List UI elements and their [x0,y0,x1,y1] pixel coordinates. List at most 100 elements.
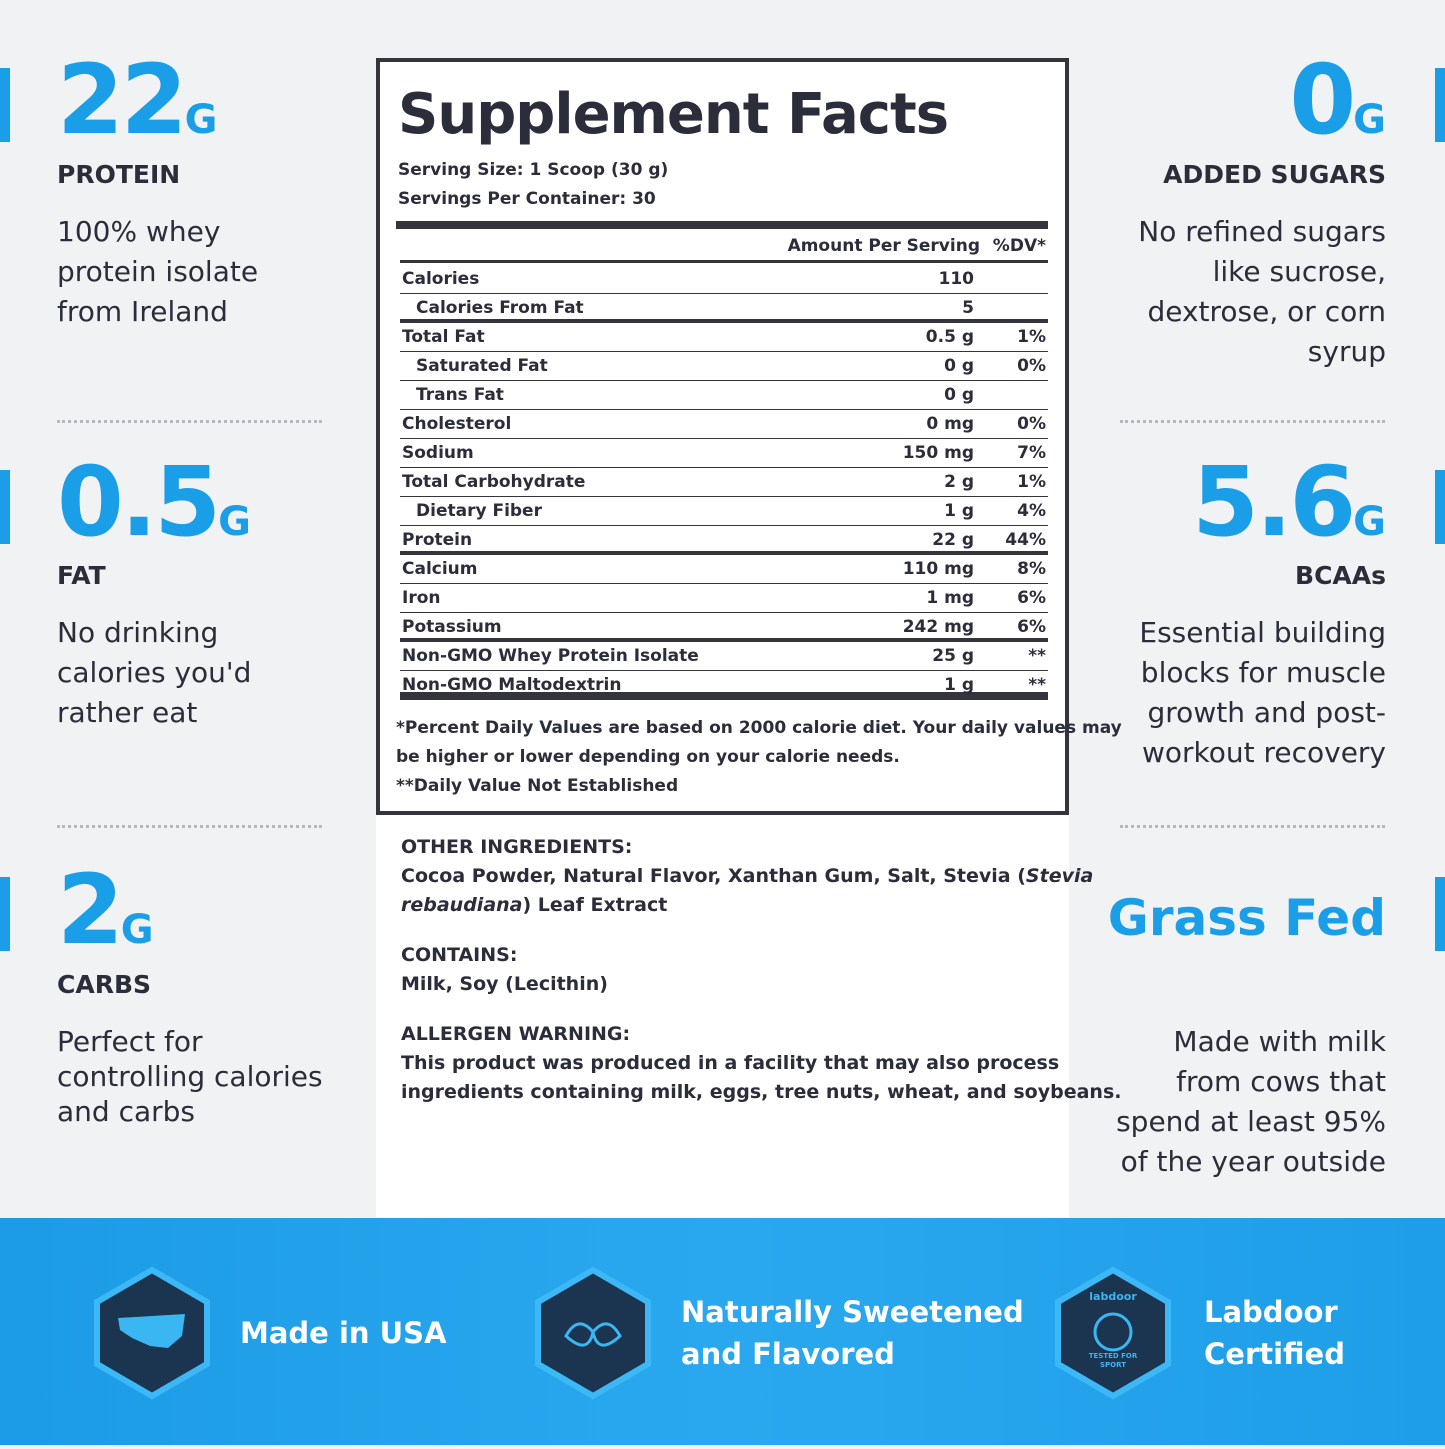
stat-desc: of the year outside [1120,1145,1386,1178]
nutrient-amount: 110 [938,269,975,289]
badge-text: Certified [1204,1337,1345,1371]
stat-desc: 100% whey [57,215,221,248]
edge-bar [0,470,10,544]
stat-desc: blocks for muscle [1140,656,1386,689]
stat-number: 2 [57,854,124,966]
nutrient-name: Non-GMO Maltodextrin [402,675,622,695]
facts-title: Supplement Facts [398,82,949,147]
facts-row: Protein 22 g 44% [400,526,1048,555]
nutrient-amount: 110 mg [902,559,974,579]
stat-desc: controlling calories [57,1060,323,1093]
facts-row: Calories 110 [400,265,1048,294]
stat-number: 5.6 [1192,446,1356,558]
nutrient-name: Non-GMO Whey Protein Isolate [402,646,699,666]
facts-row: Calories From Fat 5 [400,294,1048,323]
stat-desc: No refined sugars [1138,215,1386,248]
nutrient-dv: 0% [1017,414,1046,434]
stat-desc: Essential building [1139,616,1386,649]
header-dv: %DV* [992,236,1046,256]
stat-desc: from Ireland [57,295,228,328]
stat-value: 22G [57,50,217,170]
ingredients-panel: OTHER INGREDIENTS: Cocoa Powder, Natural … [376,815,1121,1218]
facts-row: Cholesterol 0 mg 0% [400,410,1048,439]
nutrient-dv: 4% [1017,501,1046,521]
nutrient-dv: 44% [1005,530,1046,550]
stat-desc: Made with milk [1173,1025,1386,1058]
ingredient-text: Stevia [1025,865,1094,887]
edge-bar [1435,470,1445,544]
footnote: **Daily Value Not Established [396,776,679,796]
ingredient-text: ingredients containing milk, eggs, tree … [401,1081,1122,1103]
nutrient-dv: 1% [1017,327,1046,347]
footnote: be higher or lower depending on your cal… [396,747,900,767]
bottom-band: Made in USA Naturally Sweetened and Flavor… [0,1218,1445,1445]
edge-bar [0,68,10,142]
nutrient-dv: 6% [1017,617,1046,637]
nutrient-name: Total Carbohydrate [402,472,586,492]
nutrient-amount: 22 g [932,530,974,550]
nutrient-amount: 1 mg [926,588,974,608]
stat-desc: Perfect for [57,1025,203,1058]
nutrient-name: Cholesterol [402,414,512,434]
nutrient-name: Protein [402,530,473,550]
stat-desc: rather eat [57,696,198,729]
nutrient-dv: 0% [1017,356,1046,376]
ingredient-text: ) Leaf Extract [522,894,668,916]
stat-label: PROTEIN [57,160,181,189]
nutrient-name: Trans Fat [416,385,504,405]
ingredient-line: This product was produced in a facility … [401,1049,1059,1078]
facts-row: Non-GMO Maltodextrin 1 g ** [400,671,1048,700]
stat-desc: dextrose, or corn [1147,295,1386,328]
stat-desc: growth and post- [1147,696,1386,729]
ingredient-line: Milk, Soy (Lecithin) [401,970,608,999]
stat-desc: protein isolate [57,255,259,288]
facts-row: Trans Fat 0 g [400,381,1048,410]
facts-row: Potassium 242 mg 6% [400,613,1048,642]
stat-desc: and carbs [57,1095,196,1128]
badge-icons [94,1266,1171,1400]
nutrient-amount: 25 g [932,646,974,666]
facts-row: Iron 1 mg 6% [400,584,1048,613]
rule [396,221,1048,229]
nutrient-dv: 7% [1017,443,1046,463]
ingredient-text: Cocoa Powder, Natural Flavor, Xanthan Gu… [401,865,1026,887]
facts-row: Saturated Fat 0 g 0% [400,352,1048,381]
stat-unit: G [1353,97,1386,143]
facts-row: Total Carbohydrate 2 g 1% [400,468,1048,497]
facts-row: Sodium 150 mg 7% [400,439,1048,468]
nutrient-amount: 0 mg [926,414,974,434]
nutrient-amount: 1 g [944,501,974,521]
stat-number: 0.5 [57,446,221,558]
divider [1120,825,1385,828]
badge-text: Labdoor [1204,1295,1338,1329]
nutrient-name: Dietary Fiber [416,501,542,521]
ingredient-text: This product was produced in a facility … [401,1052,1060,1074]
edge-bar [1435,68,1445,142]
stat-value: 5.6G [1192,452,1386,572]
badge-text: Made in USA [240,1316,447,1350]
nutrient-amount: 2 g [944,472,974,492]
ingredient-line: ingredients containing milk, eggs, tree … [401,1078,1121,1107]
stat-label: CARBS [57,970,152,999]
ingredient-line: Cocoa Powder, Natural Flavor, Xanthan Gu… [401,862,1093,891]
nutrient-amount: 5 [962,298,974,318]
nutrient-dv: ** [1028,675,1046,695]
facts-row: Total Fat 0.5 g 1% [400,323,1048,352]
badge-text: Naturally Sweetened [681,1295,1024,1329]
stat-number: 0 [1289,44,1356,156]
nutrient-amount: 0 g [944,385,974,405]
nutrient-name: Calories From Fat [416,298,584,318]
stat-label: ADDED SUGARS [1163,160,1386,189]
stat-desc: syrup [1307,335,1386,368]
header-amount: Amount Per Serving [787,236,980,256]
stat-desc: like sucrose, [1212,255,1386,288]
nutrient-amount: 150 mg [902,443,974,463]
stat-number: Grass Fed [1107,889,1386,947]
nutrient-dv: ** [1028,646,1046,666]
ingredient-heading: OTHER INGREDIENTS: [401,836,633,858]
ingredient-heading: CONTAINS: [401,944,518,966]
nutrient-name: Total Fat [402,327,485,347]
nutrient-amount: 0.5 g [925,327,974,347]
ingredient-heading: ALLERGEN WARNING: [401,1023,631,1045]
